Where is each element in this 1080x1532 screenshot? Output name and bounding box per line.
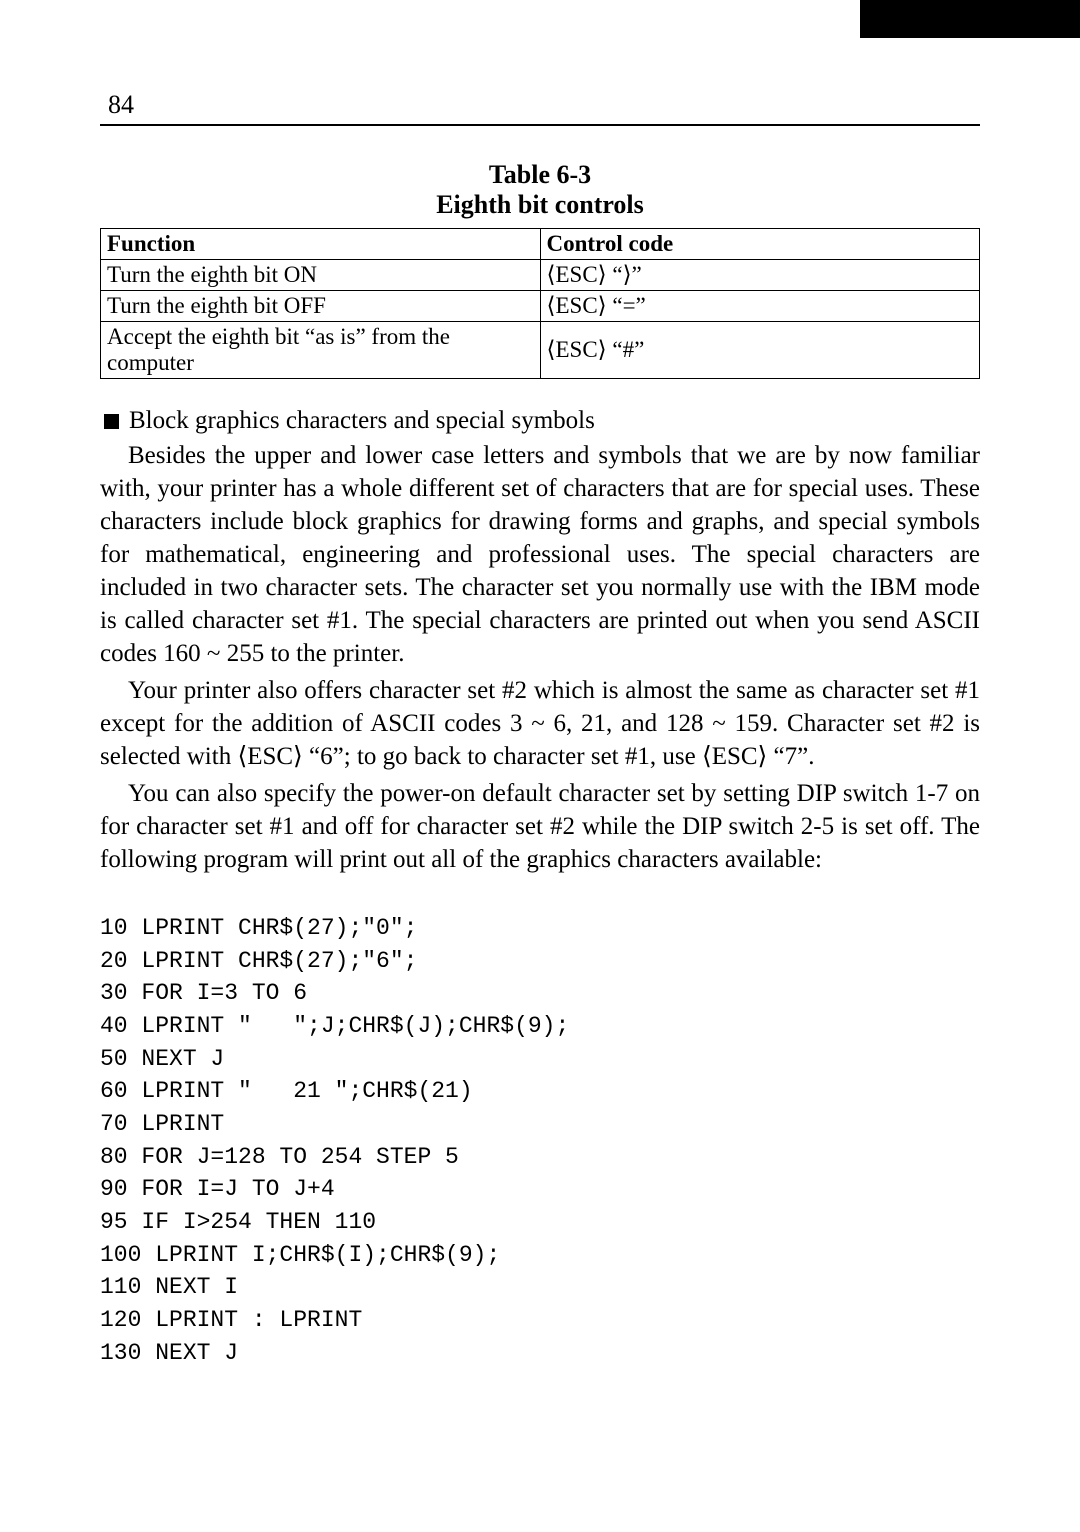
body-paragraph: Besides the upper and lower case letters… [100,439,980,670]
page-corner-tab [860,0,1080,38]
table-header-function: Function [101,229,541,260]
cell-code: ⟨ESC⟩ “#” [540,322,980,379]
table-title-block: Table 6-3 Eighth bit controls [100,160,980,220]
cell-function: Turn the eighth bit ON [101,260,541,291]
page: 84 Table 6-3 Eighth bit controls Functio… [0,0,1080,1532]
table-header-row: Function Control code [101,229,980,260]
bullet-square-icon [104,414,119,429]
page-number: 84 [100,90,134,124]
body-paragraph: Your printer also offers character set #… [100,674,980,773]
section-heading: Block graphics characters and special sy… [129,407,595,434]
cell-function: Accept the eighth bit “as is” from the c… [101,322,541,379]
table-title-line2: Eighth bit controls [100,190,980,220]
table-row: Accept the eighth bit “as is” from the c… [101,322,980,379]
code-listing: 10 LPRINT CHR$(27);"0"; 20 LPRINT CHR$(2… [100,912,980,1369]
section-heading-line: Block graphics characters and special sy… [100,407,980,435]
cell-function: Turn the eighth bit OFF [101,291,541,322]
controls-table: Function Control code Turn the eighth bi… [100,228,980,379]
cell-code: ⟨ESC⟩ “=” [540,291,980,322]
body-paragraph: You can also specify the power-on defaul… [100,777,980,876]
table-title-line1: Table 6-3 [100,160,980,190]
table-row: Turn the eighth bit OFF ⟨ESC⟩ “=” [101,291,980,322]
table-header-control-code: Control code [540,229,980,260]
table-row: Turn the eighth bit ON ⟨ESC⟩ “⟩” [101,260,980,291]
cell-code: ⟨ESC⟩ “⟩” [540,260,980,291]
page-header: 84 [100,90,980,126]
